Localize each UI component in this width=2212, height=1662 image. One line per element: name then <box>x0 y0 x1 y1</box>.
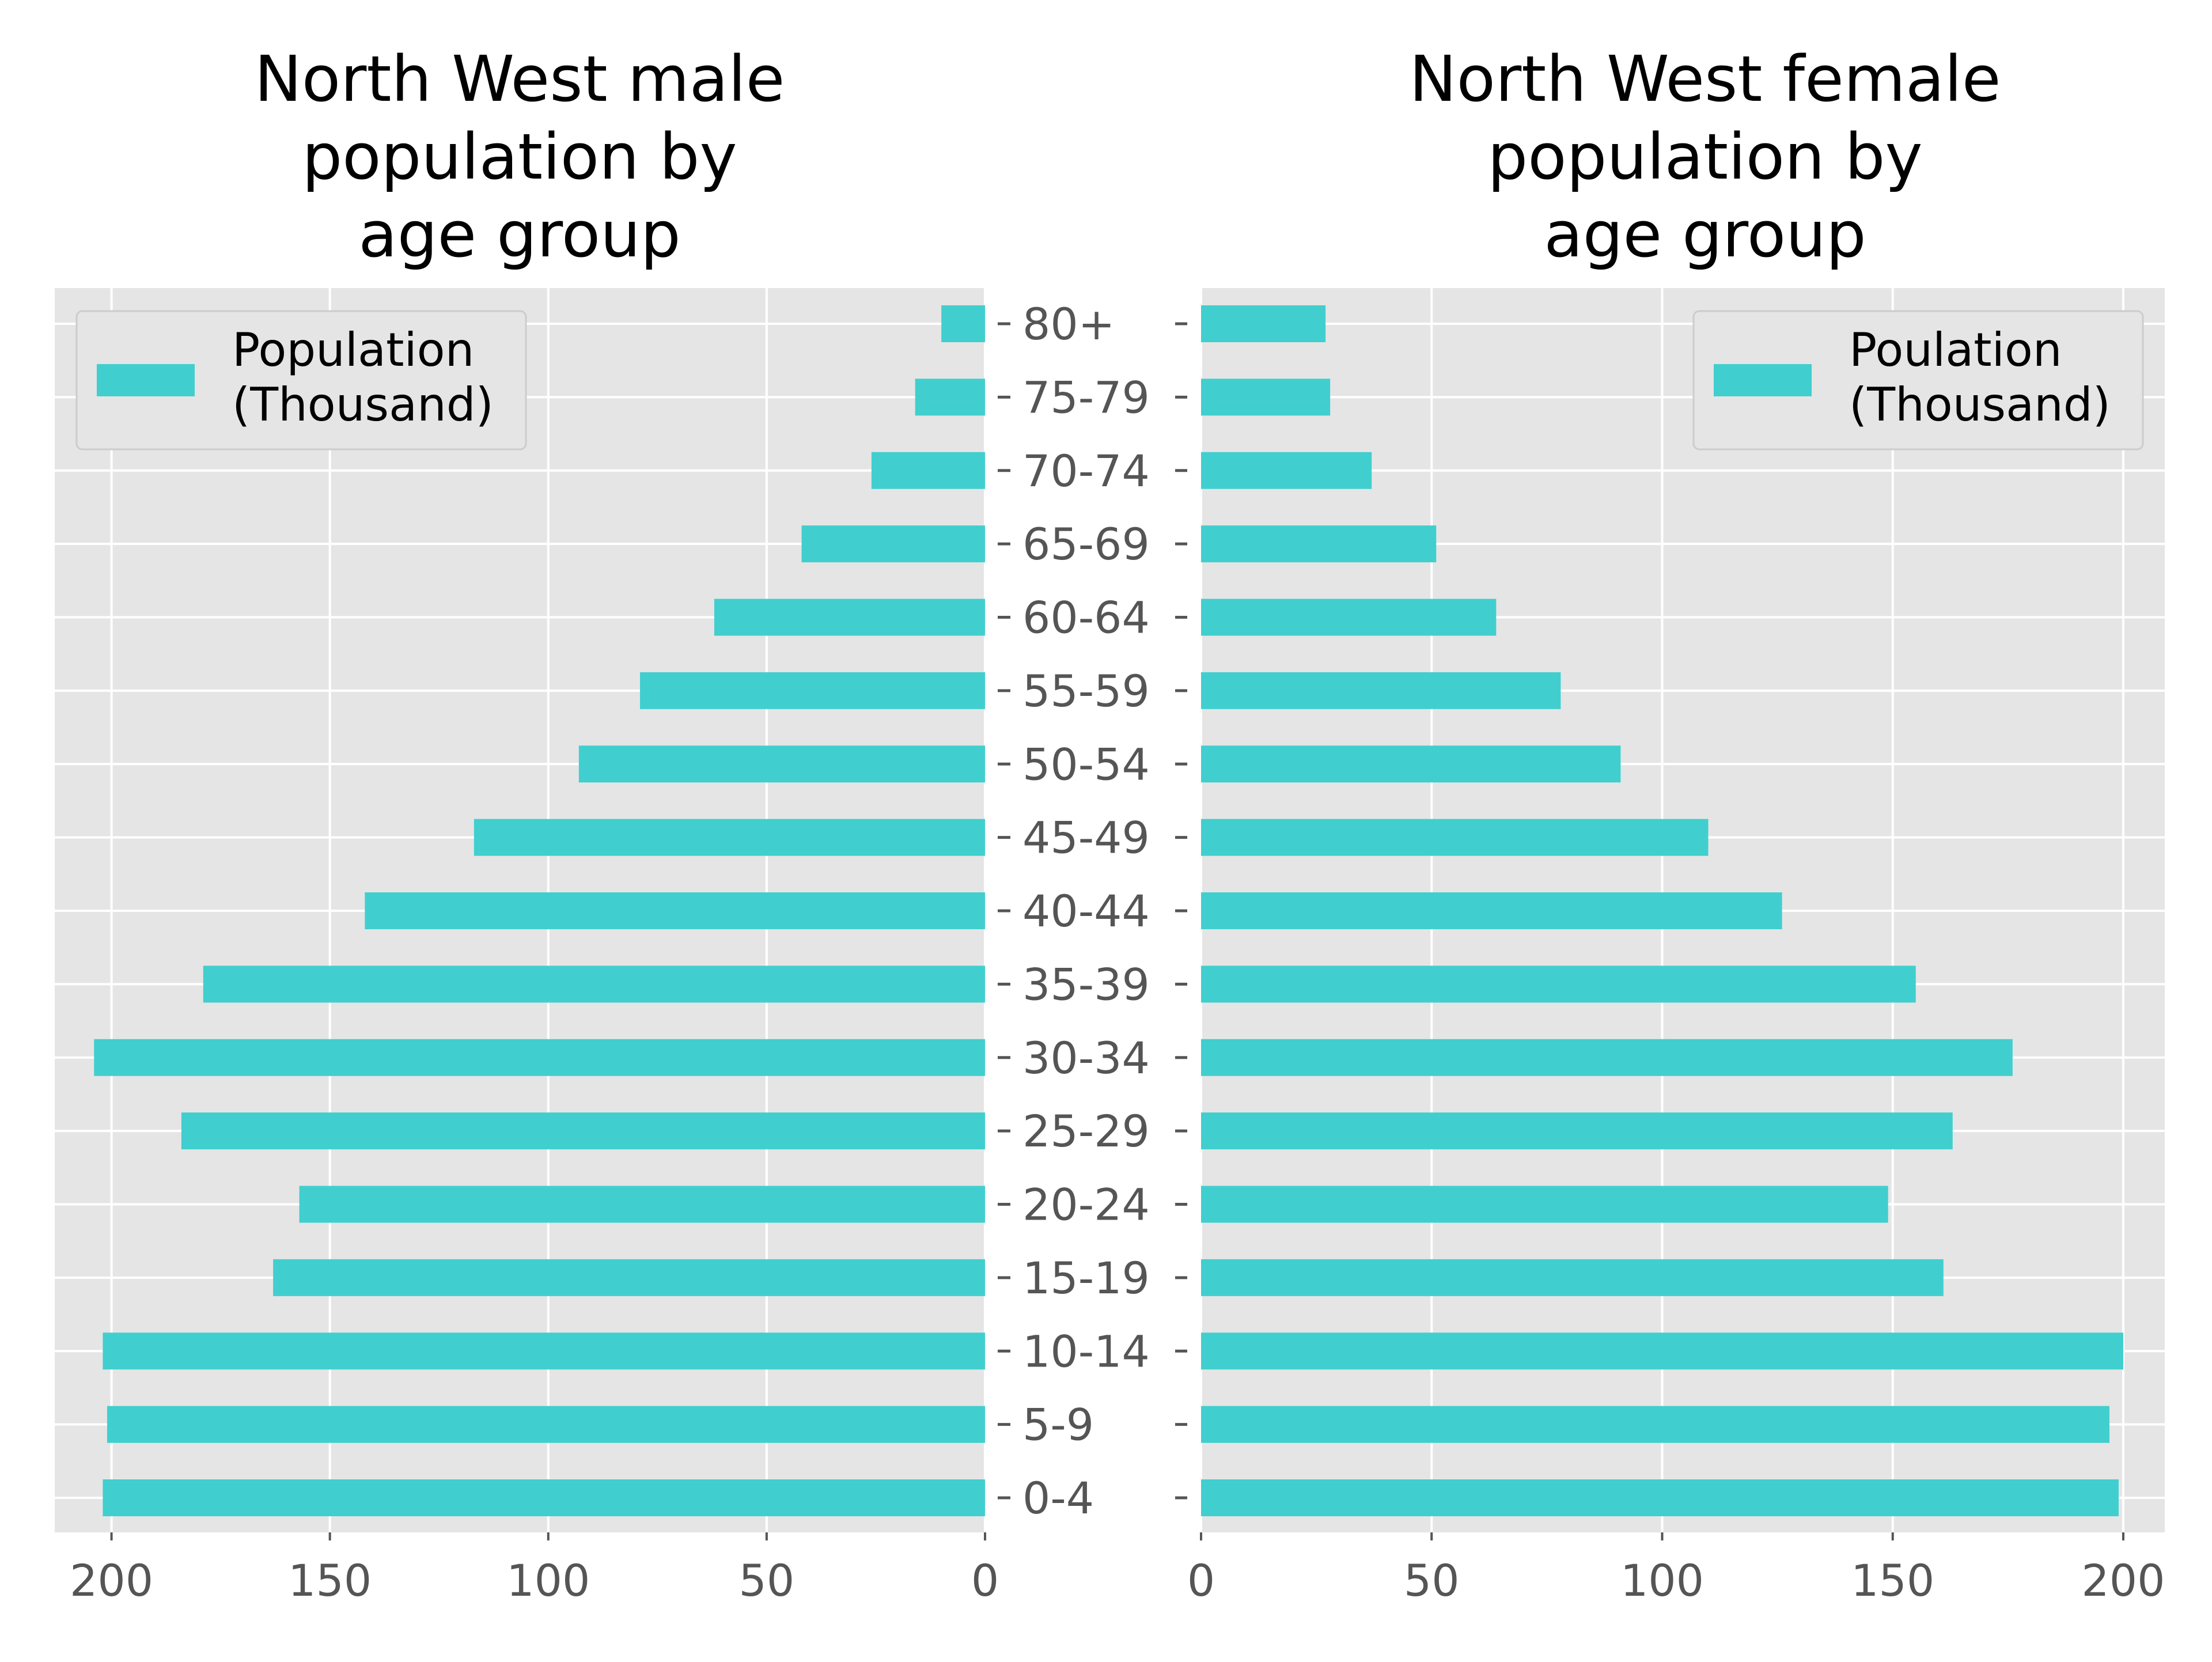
legend-frame <box>75 310 527 450</box>
bar-50-54 <box>1201 745 1621 783</box>
bar-20-24 <box>299 1186 985 1223</box>
y-tick-label-50-54: 50-54 <box>1022 739 1150 790</box>
bar-15-19 <box>273 1259 986 1296</box>
bar-80+ <box>941 305 985 342</box>
bar-45-49 <box>1201 819 1709 856</box>
x-tick-label-50: 50 <box>739 1555 795 1606</box>
chart-title-line-3: age group <box>358 198 680 271</box>
y-tick-label-40-44: 40-44 <box>1022 885 1150 937</box>
legend-swatch <box>1714 364 1812 396</box>
bar-50-54 <box>578 745 985 783</box>
bar-0-4 <box>103 1479 985 1516</box>
y-tick-label-55-59: 55-59 <box>1022 665 1150 717</box>
male-panel: 200 150 100 50 0 0-4 5-9 10-14 15-19 20-24 25-29 30… <box>55 42 1150 1606</box>
bar-65-69 <box>1201 525 1437 563</box>
legend-label-line-2: (Thousand) <box>232 378 494 431</box>
bar-60-64 <box>1201 599 1497 636</box>
legend: Population(Thousand) <box>75 310 527 450</box>
chart-title-line-1: North West female <box>1409 42 2001 116</box>
bar-35-39 <box>203 966 985 1003</box>
x-tick-label-50: 50 <box>1404 1555 1460 1606</box>
y-tick-label-35-39: 35-39 <box>1022 959 1150 1010</box>
bar-45-49 <box>474 819 985 856</box>
y-tick-label-15-19: 15-19 <box>1022 1252 1150 1304</box>
x-tick-label-150: 150 <box>1851 1555 1934 1606</box>
bar-80+ <box>1201 305 1326 342</box>
chart-title-line-2: population by <box>302 120 737 194</box>
y-tick-label-45-49: 45-49 <box>1022 812 1150 864</box>
bar-40-44 <box>365 892 986 929</box>
y-tick-label-5-9: 5-9 <box>1022 1399 1094 1451</box>
bar-55-59 <box>640 672 985 709</box>
y-tick-label-65-69: 65-69 <box>1022 518 1150 570</box>
bar-20-24 <box>1201 1186 1888 1223</box>
bar-25-29 <box>181 1112 986 1150</box>
bar-5-9 <box>1201 1406 2109 1443</box>
bar-55-59 <box>1201 672 1561 709</box>
bar-40-44 <box>1201 892 1782 929</box>
bar-5-9 <box>107 1406 985 1443</box>
bar-70-74 <box>871 452 985 489</box>
bar-10-14 <box>103 1332 985 1370</box>
x-tick-label-100: 100 <box>506 1555 590 1606</box>
legend-frame <box>1692 310 2144 450</box>
bar-30-34 <box>1201 1039 2013 1076</box>
y-tick-label-60-64: 60-64 <box>1022 592 1150 643</box>
chart-title-line-2: population by <box>1487 120 1922 194</box>
y-tick-label-10-14: 10-14 <box>1022 1326 1150 1377</box>
legend-swatch <box>97 364 195 396</box>
bar-60-64 <box>714 599 985 636</box>
x-tick-label-0: 0 <box>1187 1555 1215 1606</box>
bar-15-19 <box>1201 1259 1944 1296</box>
legend-label-line-1: Population <box>232 323 474 377</box>
bar-75-79 <box>1201 378 1331 416</box>
x-tick-label-200: 200 <box>70 1555 153 1606</box>
bar-70-74 <box>1201 452 1372 489</box>
y-tick-label-0-4: 0-4 <box>1022 1472 1094 1524</box>
legend-label-line-1: Poulation <box>1849 323 2062 377</box>
bar-65-69 <box>801 525 985 563</box>
bar-30-34 <box>94 1039 985 1076</box>
bar-10-14 <box>1201 1332 2123 1370</box>
x-tick-label-0: 0 <box>971 1555 999 1606</box>
y-tick-label-80+: 80+ <box>1022 298 1115 350</box>
chart-title-line-3: age group <box>1544 198 1866 271</box>
y-tick-label-25-29: 25-29 <box>1022 1106 1150 1157</box>
legend: Poulation(Thousand) <box>1692 310 2144 450</box>
x-tick-label-150: 150 <box>288 1555 372 1606</box>
y-tick-label-70-74: 70-74 <box>1022 445 1150 497</box>
legend-label-line-2: (Thousand) <box>1849 378 2111 431</box>
x-tick-label-200: 200 <box>2081 1555 2165 1606</box>
bar-25-29 <box>1201 1112 1953 1150</box>
bar-35-39 <box>1201 966 1916 1003</box>
x-tick-label-100: 100 <box>1620 1555 1704 1606</box>
female-panel: 0 50 100 150 200 North West femalepopulation … <box>1175 42 2165 1606</box>
bar-75-79 <box>915 378 985 416</box>
y-tick-label-75-79: 75-79 <box>1022 372 1150 423</box>
y-tick-label-20-24: 20-24 <box>1022 1179 1150 1231</box>
y-tick-label-30-34: 30-34 <box>1022 1032 1150 1084</box>
bar-0-4 <box>1201 1479 2119 1516</box>
chart-title-line-1: North West male <box>255 42 785 116</box>
